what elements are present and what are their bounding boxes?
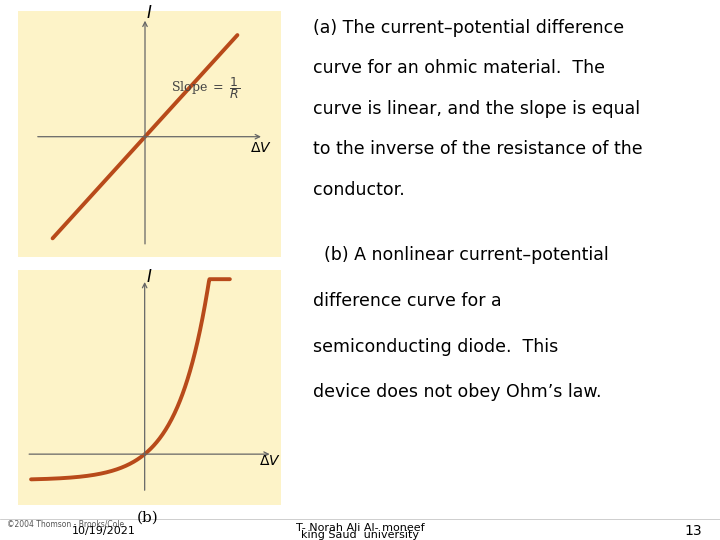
Text: (a) The current–potential difference: (a) The current–potential difference [313, 19, 624, 37]
Text: ©2004 Thomson - Brooks/Cole: ©2004 Thomson - Brooks/Cole [7, 519, 125, 528]
Text: $\Delta V$: $\Delta V$ [251, 141, 272, 155]
Text: device does not obey Ohm’s law.: device does not obey Ohm’s law. [313, 383, 602, 401]
Text: semiconducting diode.  This: semiconducting diode. This [313, 338, 559, 355]
Text: to the inverse of the resistance of the: to the inverse of the resistance of the [313, 140, 643, 158]
Text: $I$: $I$ [146, 5, 153, 22]
Text: curve for an ohmic material.  The: curve for an ohmic material. The [313, 59, 606, 77]
Text: (b): (b) [137, 510, 158, 524]
Text: 13: 13 [685, 524, 702, 538]
Text: king Saud  university: king Saud university [301, 530, 419, 540]
Text: T- Norah Ali Al- moneef: T- Norah Ali Al- moneef [296, 523, 424, 533]
Text: 10/19/2021: 10/19/2021 [72, 526, 136, 536]
Text: curve is linear, and the slope is equal: curve is linear, and the slope is equal [313, 100, 640, 118]
Text: Slope $=\ \dfrac{1}{R}$: Slope $=\ \dfrac{1}{R}$ [171, 76, 241, 102]
Text: difference curve for a: difference curve for a [313, 292, 502, 309]
Bar [18, 11, 281, 256]
Text: $\Delta V$: $\Delta V$ [258, 454, 281, 468]
Text: conductor.: conductor. [313, 181, 405, 199]
Text: (b) A nonlinear current–potential: (b) A nonlinear current–potential [313, 246, 609, 264]
Text: $I$: $I$ [146, 269, 153, 286]
Bar [18, 270, 281, 505]
